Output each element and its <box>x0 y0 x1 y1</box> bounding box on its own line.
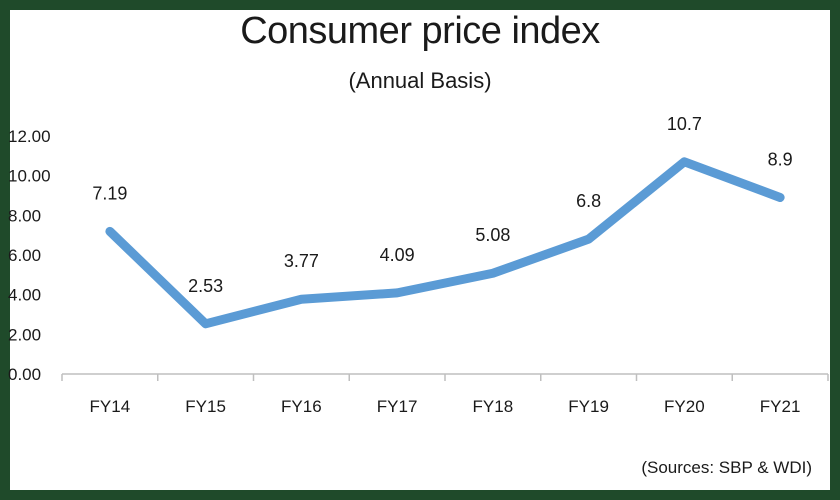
chart-subtitle: (Annual Basis) <box>348 68 492 93</box>
y-axis-ticks: 0.00 2.00 4.00 6.00 8.00 10.00 12.00 <box>8 127 51 384</box>
data-label: 6.8 <box>576 191 601 211</box>
data-label: 4.09 <box>380 245 415 265</box>
data-label: 10.7 <box>667 114 702 134</box>
y-tick-label: 10.00 <box>8 167 51 186</box>
data-label: 2.53 <box>188 276 223 296</box>
data-point <box>586 237 591 242</box>
data-point <box>490 271 495 276</box>
x-axis-ticks: FY14 FY15 FY16 FY17 FY18 FY19 FY20 FY21 <box>90 397 801 416</box>
series-cpi <box>105 157 785 329</box>
y-tick-label: 4.00 <box>8 286 41 305</box>
data-point <box>682 159 687 164</box>
y-tick-label: 6.00 <box>8 246 41 265</box>
data-labels: 7.19 2.53 3.77 4.09 5.08 6.8 10.7 8.9 <box>92 114 792 296</box>
source-note: (Sources: SBP & WDI) <box>641 458 812 477</box>
x-tick-label: FY15 <box>185 397 226 416</box>
x-tick-label: FY18 <box>473 397 514 416</box>
x-tick-label: FY16 <box>281 397 322 416</box>
data-label: 8.9 <box>768 149 793 169</box>
chart-panel <box>10 10 830 490</box>
data-label: 5.08 <box>475 225 510 245</box>
y-tick-label: 12.00 <box>8 127 51 146</box>
x-tick-label: FY19 <box>568 397 609 416</box>
data-point <box>395 290 400 295</box>
x-tick-label: FY14 <box>90 397 131 416</box>
data-point <box>203 321 208 326</box>
x-tick-label: FY20 <box>664 397 705 416</box>
x-tick-label: FY21 <box>760 397 801 416</box>
series-line <box>105 157 785 329</box>
data-label: 3.77 <box>284 251 319 271</box>
y-tick-label: 2.00 <box>8 325 41 344</box>
chart-title: Consumer price index <box>240 10 600 52</box>
data-point <box>107 229 112 234</box>
y-tick-label: 0.00 <box>8 365 41 384</box>
data-point <box>299 297 304 302</box>
data-label: 7.19 <box>92 183 127 203</box>
chart-axes <box>61 373 829 381</box>
data-point <box>778 195 783 200</box>
y-tick-label: 8.00 <box>8 206 41 225</box>
x-tick-label: FY17 <box>377 397 418 416</box>
